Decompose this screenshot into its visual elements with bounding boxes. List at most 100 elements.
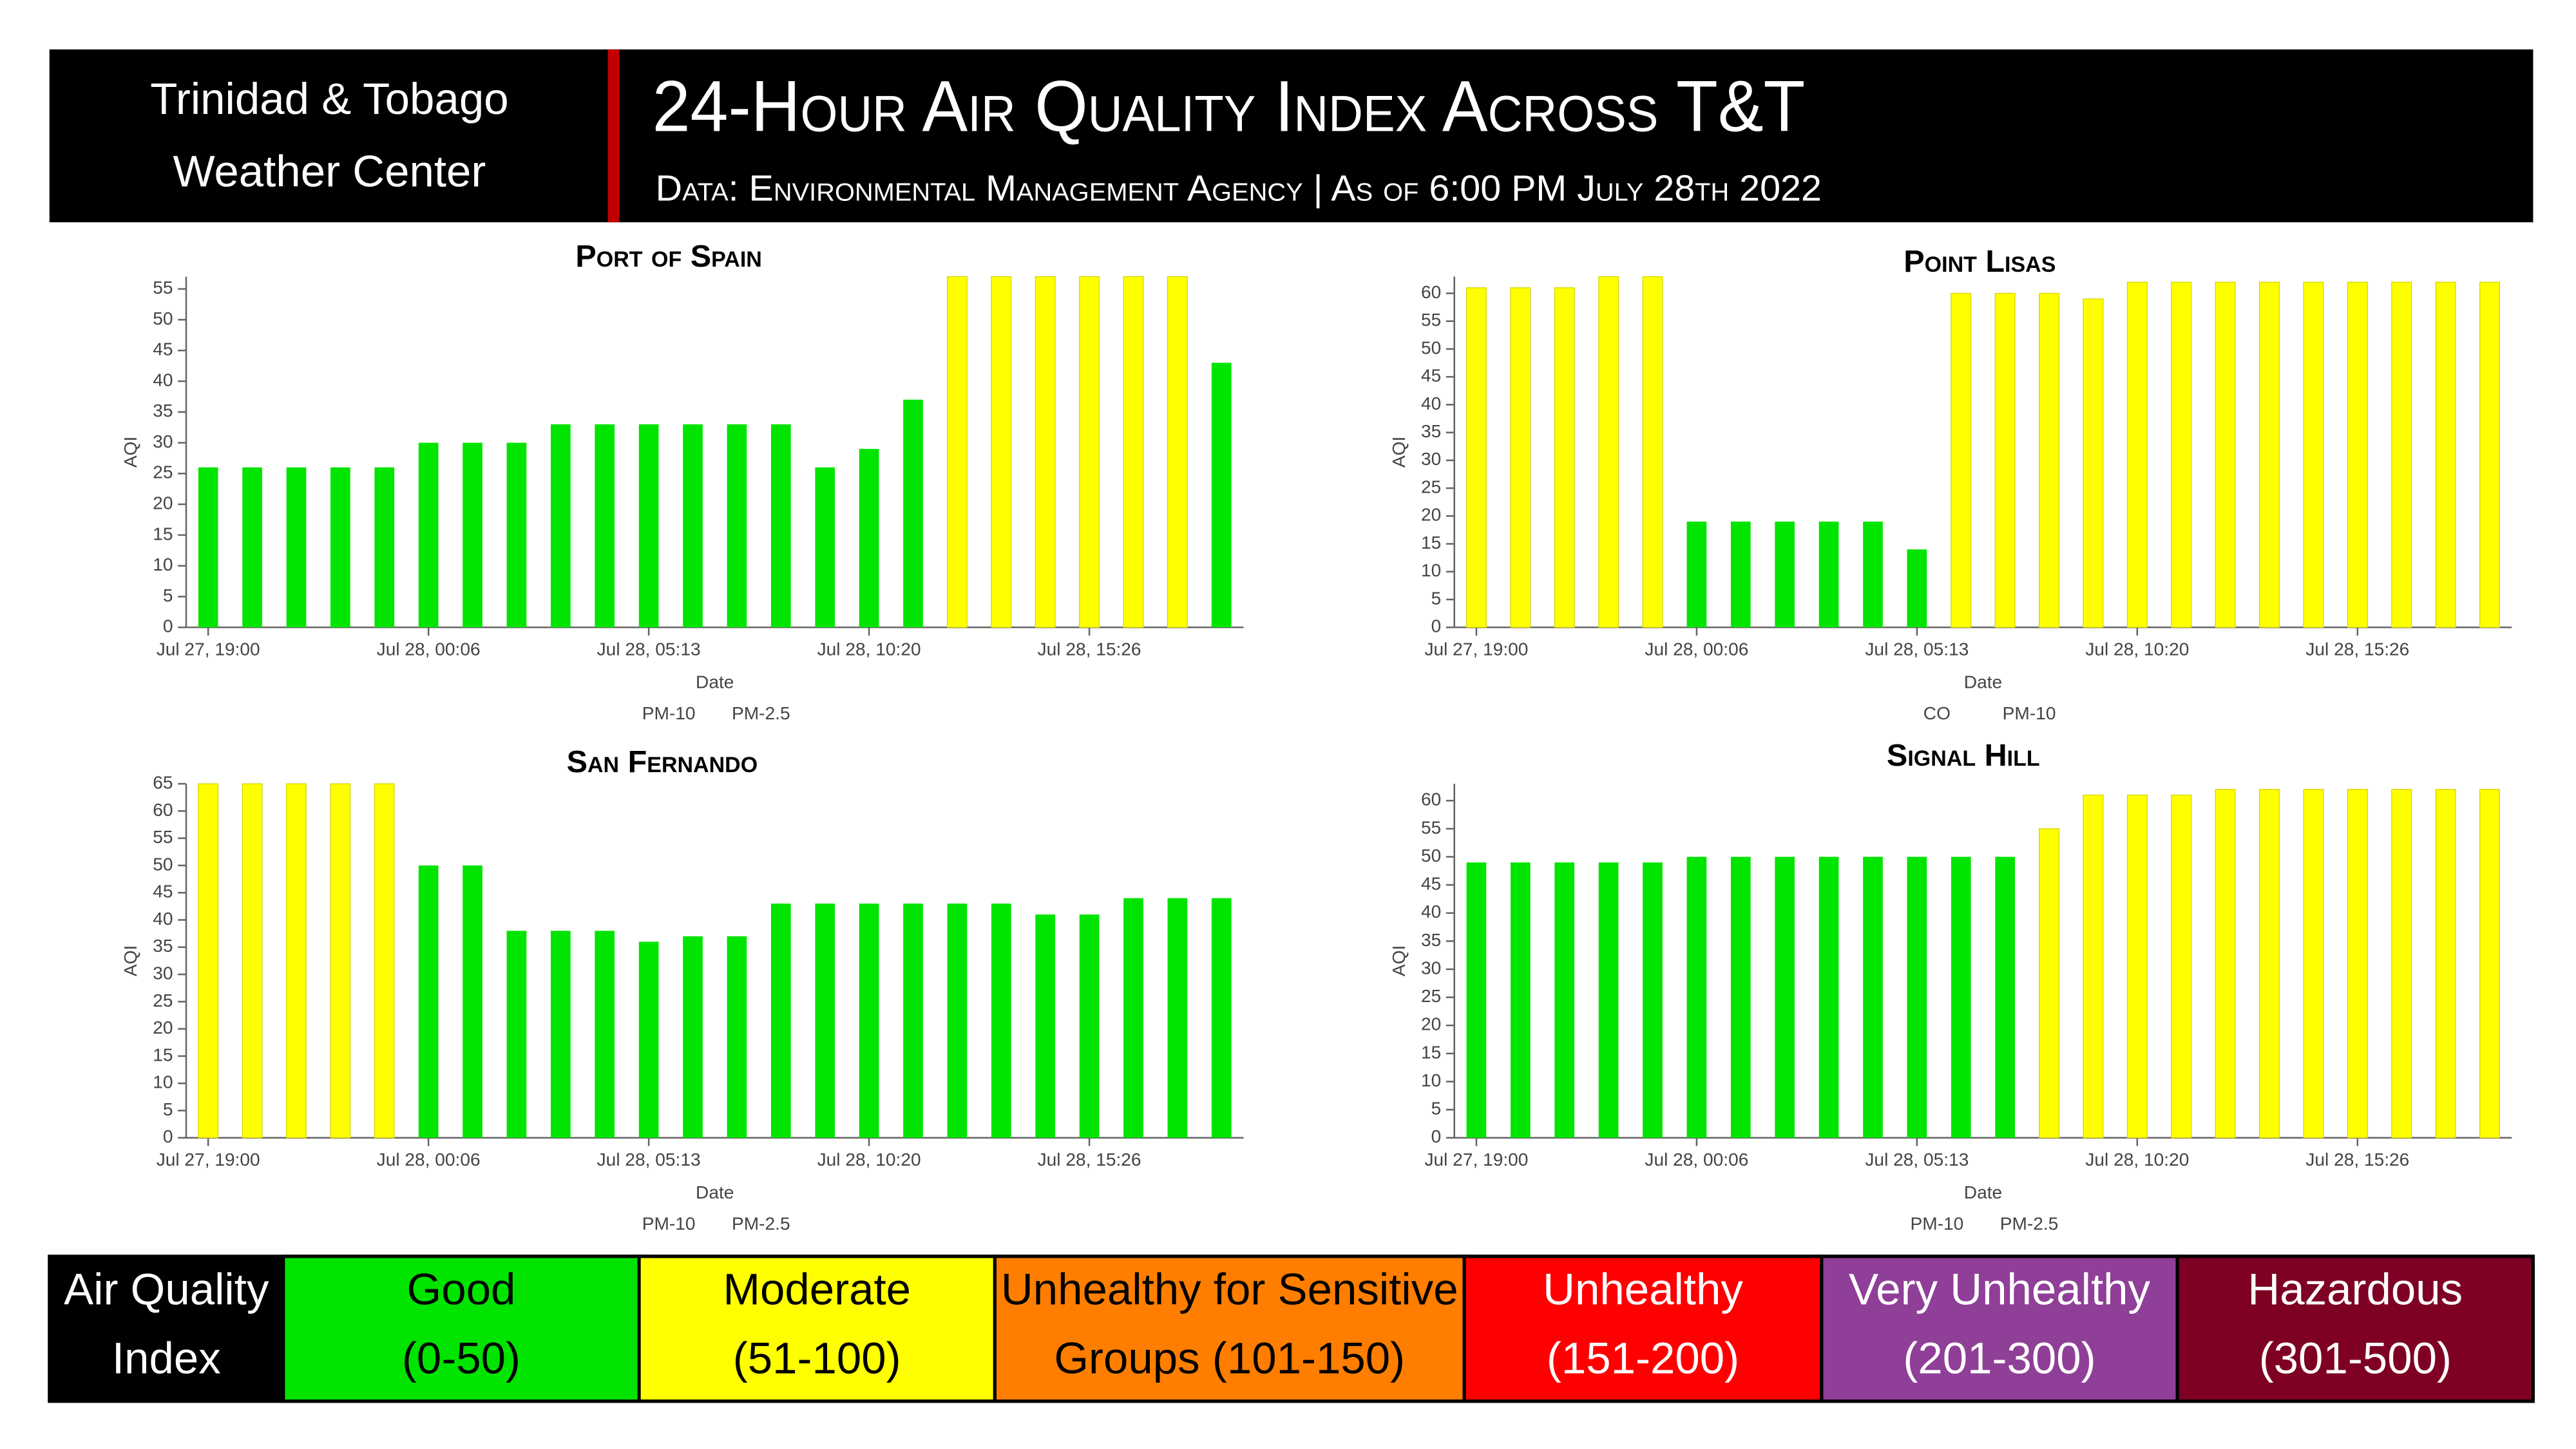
chart-title: San Fernando [567, 744, 758, 779]
bar [2479, 789, 2500, 1139]
bar [2215, 789, 2236, 1139]
bar [1863, 521, 1883, 628]
bar [1730, 857, 1751, 1138]
bar [1730, 521, 1751, 628]
bar [1035, 276, 1056, 628]
bar [2347, 281, 2368, 628]
bar [2391, 281, 2412, 628]
org-name: Trinidad & Tobago [150, 74, 508, 124]
bar [551, 424, 571, 628]
bar [1598, 862, 1619, 1138]
bar [2126, 281, 2148, 628]
bar [1079, 914, 1100, 1138]
legend-label: Index [112, 1334, 221, 1383]
y-tick-label: 10 [1421, 1070, 1441, 1090]
x-tick-label: Jul 27, 19:00 [157, 1150, 260, 1170]
bar [859, 904, 879, 1138]
bar [330, 783, 351, 1139]
bar [1510, 862, 1531, 1138]
y-tick-label: 45 [153, 882, 173, 902]
x-tick-label: Jul 28, 10:20 [817, 639, 921, 659]
y-tick-label: 55 [153, 827, 173, 847]
y-tick-label: 5 [163, 585, 173, 605]
legend-level-name: Hazardous [2247, 1264, 2463, 1314]
y-tick-label: 40 [153, 909, 173, 929]
aqi-legend: Air Quality Index Good (0-50) Moderate (51-10… [48, 1255, 2535, 1403]
legend-level-name: Good [407, 1264, 516, 1314]
bar [1775, 521, 1795, 628]
y-tick-label: 50 [153, 308, 173, 328]
legend-level-name: Very Unhealthy [1849, 1264, 2151, 1314]
y-tick-label: 30 [1421, 449, 1441, 469]
y-tick-label: 60 [1421, 282, 1441, 302]
bar [2391, 789, 2412, 1139]
y-tick-label: 15 [1421, 533, 1441, 553]
bar [947, 904, 968, 1138]
legend-item: PM-10 [642, 1214, 696, 1234]
bar [2171, 794, 2192, 1139]
y-tick-label: 5 [163, 1099, 173, 1119]
y-axis-label: AQI [120, 945, 140, 976]
x-tick-label: Jul 28, 00:06 [377, 639, 481, 659]
x-tick-label: Jul 28, 00:06 [377, 1150, 481, 1170]
page-title: 24-Hour Air Quality Index Across T&T [653, 66, 1806, 147]
bar [198, 467, 218, 628]
bar [595, 931, 615, 1138]
x-tick-label: Jul 28, 15:26 [2305, 639, 2409, 659]
bar [2126, 794, 2148, 1139]
legend-cell [1820, 1255, 2179, 1403]
bar [374, 783, 395, 1139]
bar [595, 424, 615, 628]
legend-level-range: (201-300) [1903, 1334, 2095, 1383]
y-tick-label: 40 [1421, 393, 1441, 413]
y-tick-label: 15 [1421, 1042, 1441, 1062]
bar [2259, 789, 2280, 1139]
bar [1643, 862, 1663, 1138]
x-tick-label: Jul 28, 00:06 [1645, 639, 1748, 659]
y-tick-label: 50 [1421, 846, 1441, 866]
bar [815, 467, 835, 628]
y-tick-label: 0 [1431, 616, 1442, 636]
bar [1167, 276, 1188, 628]
y-tick-label: 30 [153, 963, 173, 983]
x-tick-label: Jul 27, 19:00 [1424, 1150, 1528, 1170]
y-axis-label: AQI [1389, 945, 1409, 976]
bar [2083, 794, 2104, 1139]
legend-cell [2175, 1255, 2535, 1403]
bar [1686, 857, 1707, 1138]
y-tick-label: 30 [153, 431, 173, 451]
bar [903, 904, 923, 1138]
x-tick-label: Jul 28, 15:26 [1038, 639, 1141, 659]
bar [2171, 281, 2192, 628]
y-tick-label: 45 [1421, 874, 1441, 894]
y-tick-label: 20 [153, 1018, 173, 1037]
bar [1994, 292, 2016, 628]
y-tick-label: 65 [153, 772, 173, 792]
x-tick-label: Jul 28, 15:26 [2305, 1150, 2409, 1170]
bar [1951, 292, 1972, 628]
bar [859, 449, 879, 628]
bar [1167, 898, 1188, 1138]
y-tick-label: 0 [1431, 1126, 1442, 1146]
x-tick-label: Jul 28, 10:20 [2085, 1150, 2189, 1170]
bar [946, 276, 968, 628]
bar [1466, 862, 1487, 1138]
bar [242, 783, 263, 1139]
bar [1818, 521, 1839, 628]
y-tick-label: 10 [1421, 560, 1441, 580]
bar [2083, 298, 2104, 628]
legend-item: PM-10 [642, 703, 696, 723]
header-bar [49, 49, 2533, 223]
y-tick-label: 40 [153, 370, 173, 390]
bar [1818, 857, 1839, 1138]
y-tick-label: 25 [1421, 986, 1441, 1006]
bar [1598, 276, 1619, 628]
bar [2039, 292, 2060, 628]
legend-item: PM-2.5 [732, 703, 790, 723]
legend-label-cell [49, 1256, 283, 1401]
x-axis-label: Date [696, 1182, 734, 1202]
y-tick-label: 45 [1421, 366, 1441, 386]
legend-level-range: (301-500) [2259, 1334, 2452, 1383]
header-divider [607, 49, 620, 223]
